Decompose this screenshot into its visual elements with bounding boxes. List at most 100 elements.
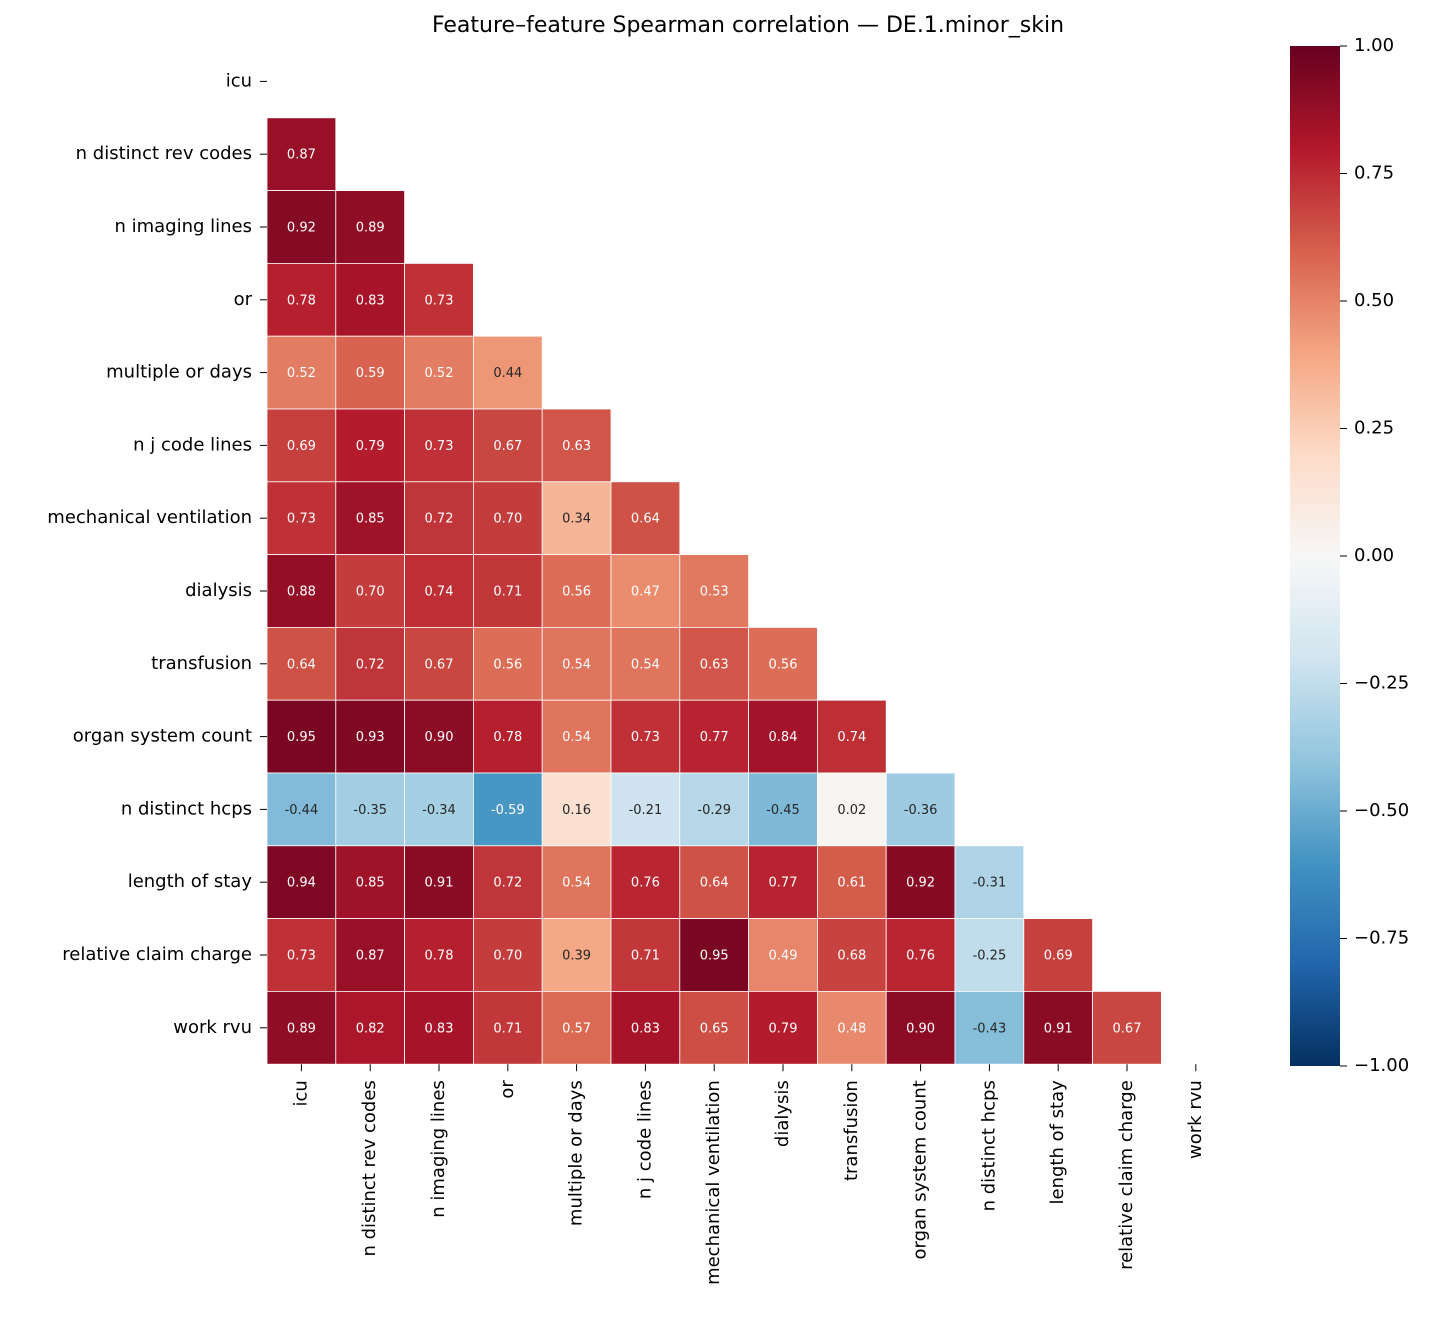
- cell-label: 0.91: [425, 876, 454, 891]
- x-tick-label: dialysis: [772, 1080, 793, 1147]
- cell-label: 0.88: [287, 585, 316, 600]
- y-tick-label: length of stay: [128, 871, 253, 892]
- y-tick-label: n distinct rev codes: [76, 143, 252, 164]
- cell-label: 0.82: [356, 1021, 385, 1036]
- cell-label: 0.95: [287, 730, 316, 745]
- cell-label: 0.70: [493, 512, 522, 527]
- cell-label: 0.79: [769, 1021, 798, 1036]
- cell-label: 0.49: [769, 949, 798, 964]
- heatmap-cell: [472, 408, 543, 483]
- heatmap-cell: [472, 335, 543, 410]
- colorbar-tick-label: 0.00: [1354, 545, 1394, 566]
- cell-label: -0.36: [904, 803, 938, 818]
- heatmap-cell: [610, 699, 681, 774]
- heatmap-cell: [748, 627, 818, 701]
- cell-label: 0.93: [356, 730, 385, 745]
- y-tick-label: mechanical ventilation: [47, 507, 252, 528]
- x-tick-label: multiple or days: [566, 1080, 587, 1226]
- heatmap-cell: [266, 117, 337, 192]
- colorbar-tick-label: 0.75: [1354, 163, 1394, 184]
- x-tick-label: n imaging lines: [428, 1080, 449, 1218]
- heatmap-cell: [610, 772, 681, 847]
- cell-label: 0.77: [700, 730, 729, 745]
- heatmap-cell: [472, 699, 543, 774]
- heatmap-cell: [541, 991, 612, 1065]
- cell-label: 0.70: [493, 949, 522, 964]
- cell-label: 0.67: [1113, 1021, 1142, 1036]
- heatmap-cell: [335, 772, 405, 847]
- cell-label: 0.79: [356, 439, 385, 454]
- colorbar-tick-label: −1.00: [1354, 1055, 1409, 1076]
- cell-label: 0.71: [631, 949, 660, 964]
- cell-label: 0.85: [356, 512, 385, 527]
- cell-label: 0.39: [562, 949, 591, 964]
- heatmap-cell: [885, 772, 956, 847]
- cell-label: -0.29: [697, 803, 731, 818]
- cell-label: -0.44: [285, 803, 319, 818]
- cell-label: 0.95: [700, 949, 729, 964]
- y-tick-label: transfusion: [151, 653, 252, 674]
- cell-label: 0.63: [562, 439, 591, 454]
- y-tick-label: relative claim charge: [62, 944, 252, 965]
- cell-label: 0.69: [287, 439, 316, 454]
- cell-label: 0.63: [700, 657, 729, 672]
- y-tick-label: icu: [226, 70, 252, 91]
- cell-label: 0.71: [493, 585, 522, 600]
- x-tick-label: work rvu: [1185, 1080, 1206, 1159]
- heatmap-cell: [610, 991, 681, 1065]
- chart-title: Feature–feature Spearman correlation — D…: [432, 13, 1064, 38]
- colorbar-tick-label: −0.50: [1354, 800, 1409, 821]
- heatmap-cell: [404, 408, 474, 483]
- cell-label: 0.53: [700, 585, 729, 600]
- cell-label: 0.56: [769, 657, 798, 672]
- heatmap-cell: [679, 918, 749, 992]
- cell-label: 0.73: [425, 293, 454, 308]
- x-tick-label: relative claim charge: [1116, 1080, 1137, 1270]
- heatmap-cell: [679, 627, 749, 701]
- heatmap-cell: [404, 627, 474, 701]
- heatmap-cell: [266, 554, 337, 628]
- heatmap-cell: [679, 699, 749, 774]
- heatmap-cell: [1023, 918, 1093, 992]
- x-tick-label: icu: [290, 1080, 311, 1106]
- heatmap-cell: [748, 918, 818, 992]
- cell-label: -0.31: [973, 876, 1007, 891]
- heatmap-cell: [266, 262, 337, 337]
- heatmap-cell: [404, 918, 474, 992]
- cell-label: 0.71: [493, 1021, 522, 1036]
- cell-label: -0.45: [766, 803, 800, 818]
- x-tick-label: organ system count: [910, 1080, 931, 1259]
- cell-label: 0.90: [906, 1021, 935, 1036]
- cell-label: 0.56: [562, 585, 591, 600]
- cell-label: 0.83: [631, 1021, 660, 1036]
- heatmap-cell: [472, 481, 543, 555]
- heatmap-cell: [266, 991, 337, 1065]
- heatmap-cell: [817, 991, 887, 1065]
- heatmap-cell: [404, 699, 474, 774]
- heatmap-cell: [817, 918, 887, 992]
- heatmap-cell: [748, 772, 818, 847]
- x-tick-label: transfusion: [841, 1080, 862, 1181]
- y-tick-label: n j code lines: [133, 434, 252, 455]
- heatmap-cell: [954, 845, 1025, 919]
- cell-label: 0.73: [631, 730, 660, 745]
- colorbar-tick-label: −0.25: [1354, 673, 1409, 694]
- heatmap-cell: [404, 262, 474, 337]
- cell-label: 0.92: [287, 221, 316, 236]
- cell-label: 0.90: [425, 730, 454, 745]
- cell-label: 0.76: [631, 876, 660, 891]
- colorbar: [1290, 46, 1340, 1066]
- y-tick-label: work rvu: [173, 1017, 252, 1038]
- cell-label: 0.73: [287, 949, 316, 964]
- heatmap-cell: [266, 699, 337, 774]
- cell-label: -0.35: [353, 803, 387, 818]
- heatmap-cell: [472, 991, 543, 1065]
- cell-label: 0.16: [562, 803, 591, 818]
- cell-label: 0.57: [562, 1021, 591, 1036]
- cell-label: 0.87: [287, 148, 316, 163]
- cell-label: 0.67: [493, 439, 522, 454]
- heatmap-cell: [266, 918, 337, 992]
- heatmap-cell: [679, 991, 749, 1065]
- cell-label: 0.91: [1044, 1021, 1073, 1036]
- cell-label: 0.83: [425, 1021, 454, 1036]
